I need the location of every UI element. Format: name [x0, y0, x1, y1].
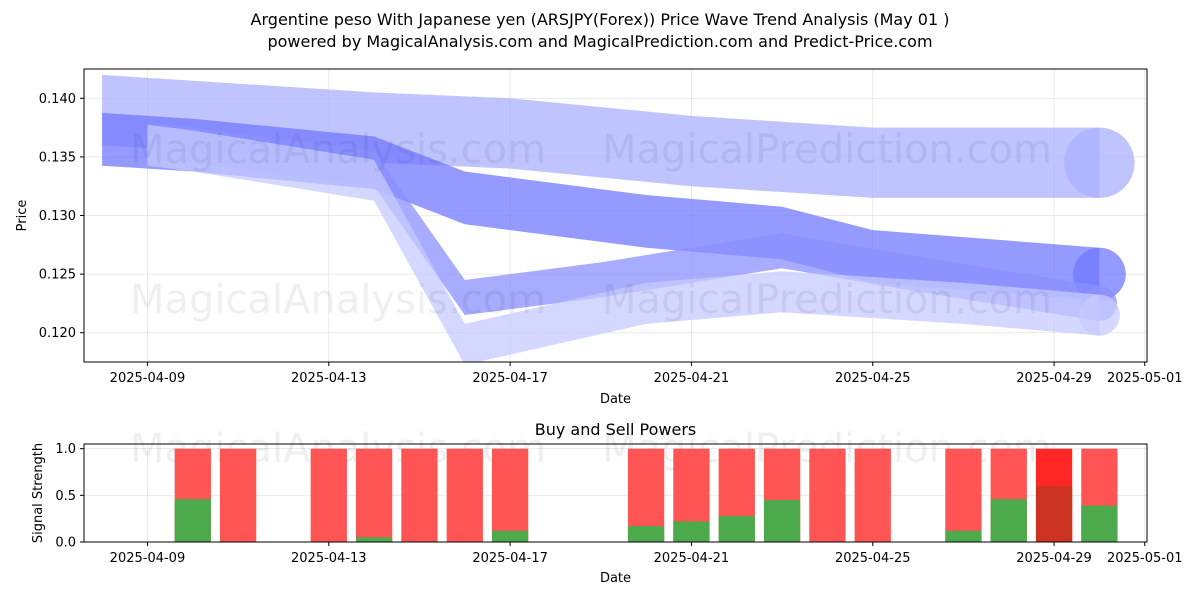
sell-power-bar: [491, 448, 529, 542]
price-y-tick-label: 0.135: [39, 150, 76, 165]
buy-power-bar: [763, 500, 801, 542]
price-wave-band: [147, 124, 1100, 362]
watermark-text: MagicalAnalysis.com: [130, 277, 546, 323]
price-y-tick-label: 0.125: [39, 268, 76, 283]
price-x-tick-label: 2025-04-29: [1016, 371, 1092, 386]
price-x-tick-label: 2025-04-21: [654, 371, 730, 386]
chart-subtitle: powered by MagicalAnalysis.com and Magic…: [267, 32, 933, 51]
sell-power-bar: [446, 448, 483, 542]
price-y-tick-label: 0.120: [39, 326, 76, 341]
signal-x-axis-label: Date: [600, 571, 631, 586]
signal-y-tick-label: 0.0: [55, 536, 76, 551]
price-y-tick-label: 0.140: [39, 92, 76, 107]
watermark-text: MagicalAnalysis.com: [130, 127, 546, 173]
price-wave-band: [147, 121, 1100, 321]
buy-power-bar: [627, 526, 665, 542]
buy-power-bar: [491, 530, 529, 542]
watermark-text: MagicalPrediction.com: [602, 127, 1052, 173]
price-y-tick-label: 0.130: [39, 209, 76, 224]
price-x-tick-label: 2025-04-25: [835, 371, 911, 386]
sell-power-bar: [809, 448, 846, 542]
signal-y-tick-label: 0.5: [55, 489, 76, 504]
price-x-tick-label: 2025-04-17: [472, 371, 548, 386]
signal-x-tick-label: 2025-05-01: [1107, 551, 1183, 566]
price-x-tick-label: 2025-04-13: [291, 371, 367, 386]
sell-power-bar: [310, 448, 347, 542]
signal-x-tick-label: 2025-04-21: [654, 551, 730, 566]
buy-power-bar: [174, 499, 211, 542]
sell-power-bar: [355, 448, 393, 542]
signal-y-tick-label: 1.0: [55, 442, 76, 457]
buy-power-bar: [718, 515, 755, 542]
signal-x-tick-label: 2025-04-25: [835, 551, 911, 566]
buy-power-bar: [673, 521, 710, 542]
watermark-text: MagicalPrediction.com: [602, 277, 1052, 323]
sell-power-bar: [854, 448, 891, 542]
chart-title: Argentine peso With Japanese yen (ARSJPY…: [250, 10, 950, 29]
signal-x-tick-label: 2025-04-29: [1016, 551, 1092, 566]
buy-power-bar: [1081, 505, 1118, 542]
price-wave-band-end: [1064, 127, 1135, 198]
buy-power-bar: [1035, 486, 1073, 542]
price-x-tick-label: 2025-04-09: [110, 371, 186, 386]
price-wave-band: [102, 74, 1100, 198]
signal-x-tick-label: 2025-04-09: [110, 551, 186, 566]
price-y-axis-label: Price: [15, 200, 30, 232]
signal-plot-frame: [83, 443, 1148, 543]
sell-power-bar: [401, 448, 438, 542]
buy-power-bar: [945, 530, 982, 542]
signal-x-tick-label: 2025-04-17: [472, 551, 548, 566]
price-x-tick-label: 2025-05-01: [1107, 371, 1183, 386]
sell-power-bar: [219, 448, 257, 542]
buy-power-bar: [990, 499, 1027, 542]
signal-chart-title: Buy and Sell Powers: [535, 420, 697, 439]
price-x-axis-label: Date: [600, 392, 631, 407]
buy-power-bar: [355, 537, 393, 542]
price-wave-band-end: [1078, 294, 1120, 336]
sell-power-bar: [945, 448, 982, 542]
signal-x-tick-label: 2025-04-13: [291, 551, 367, 566]
signal-y-axis-label: Signal Strength: [31, 443, 46, 543]
